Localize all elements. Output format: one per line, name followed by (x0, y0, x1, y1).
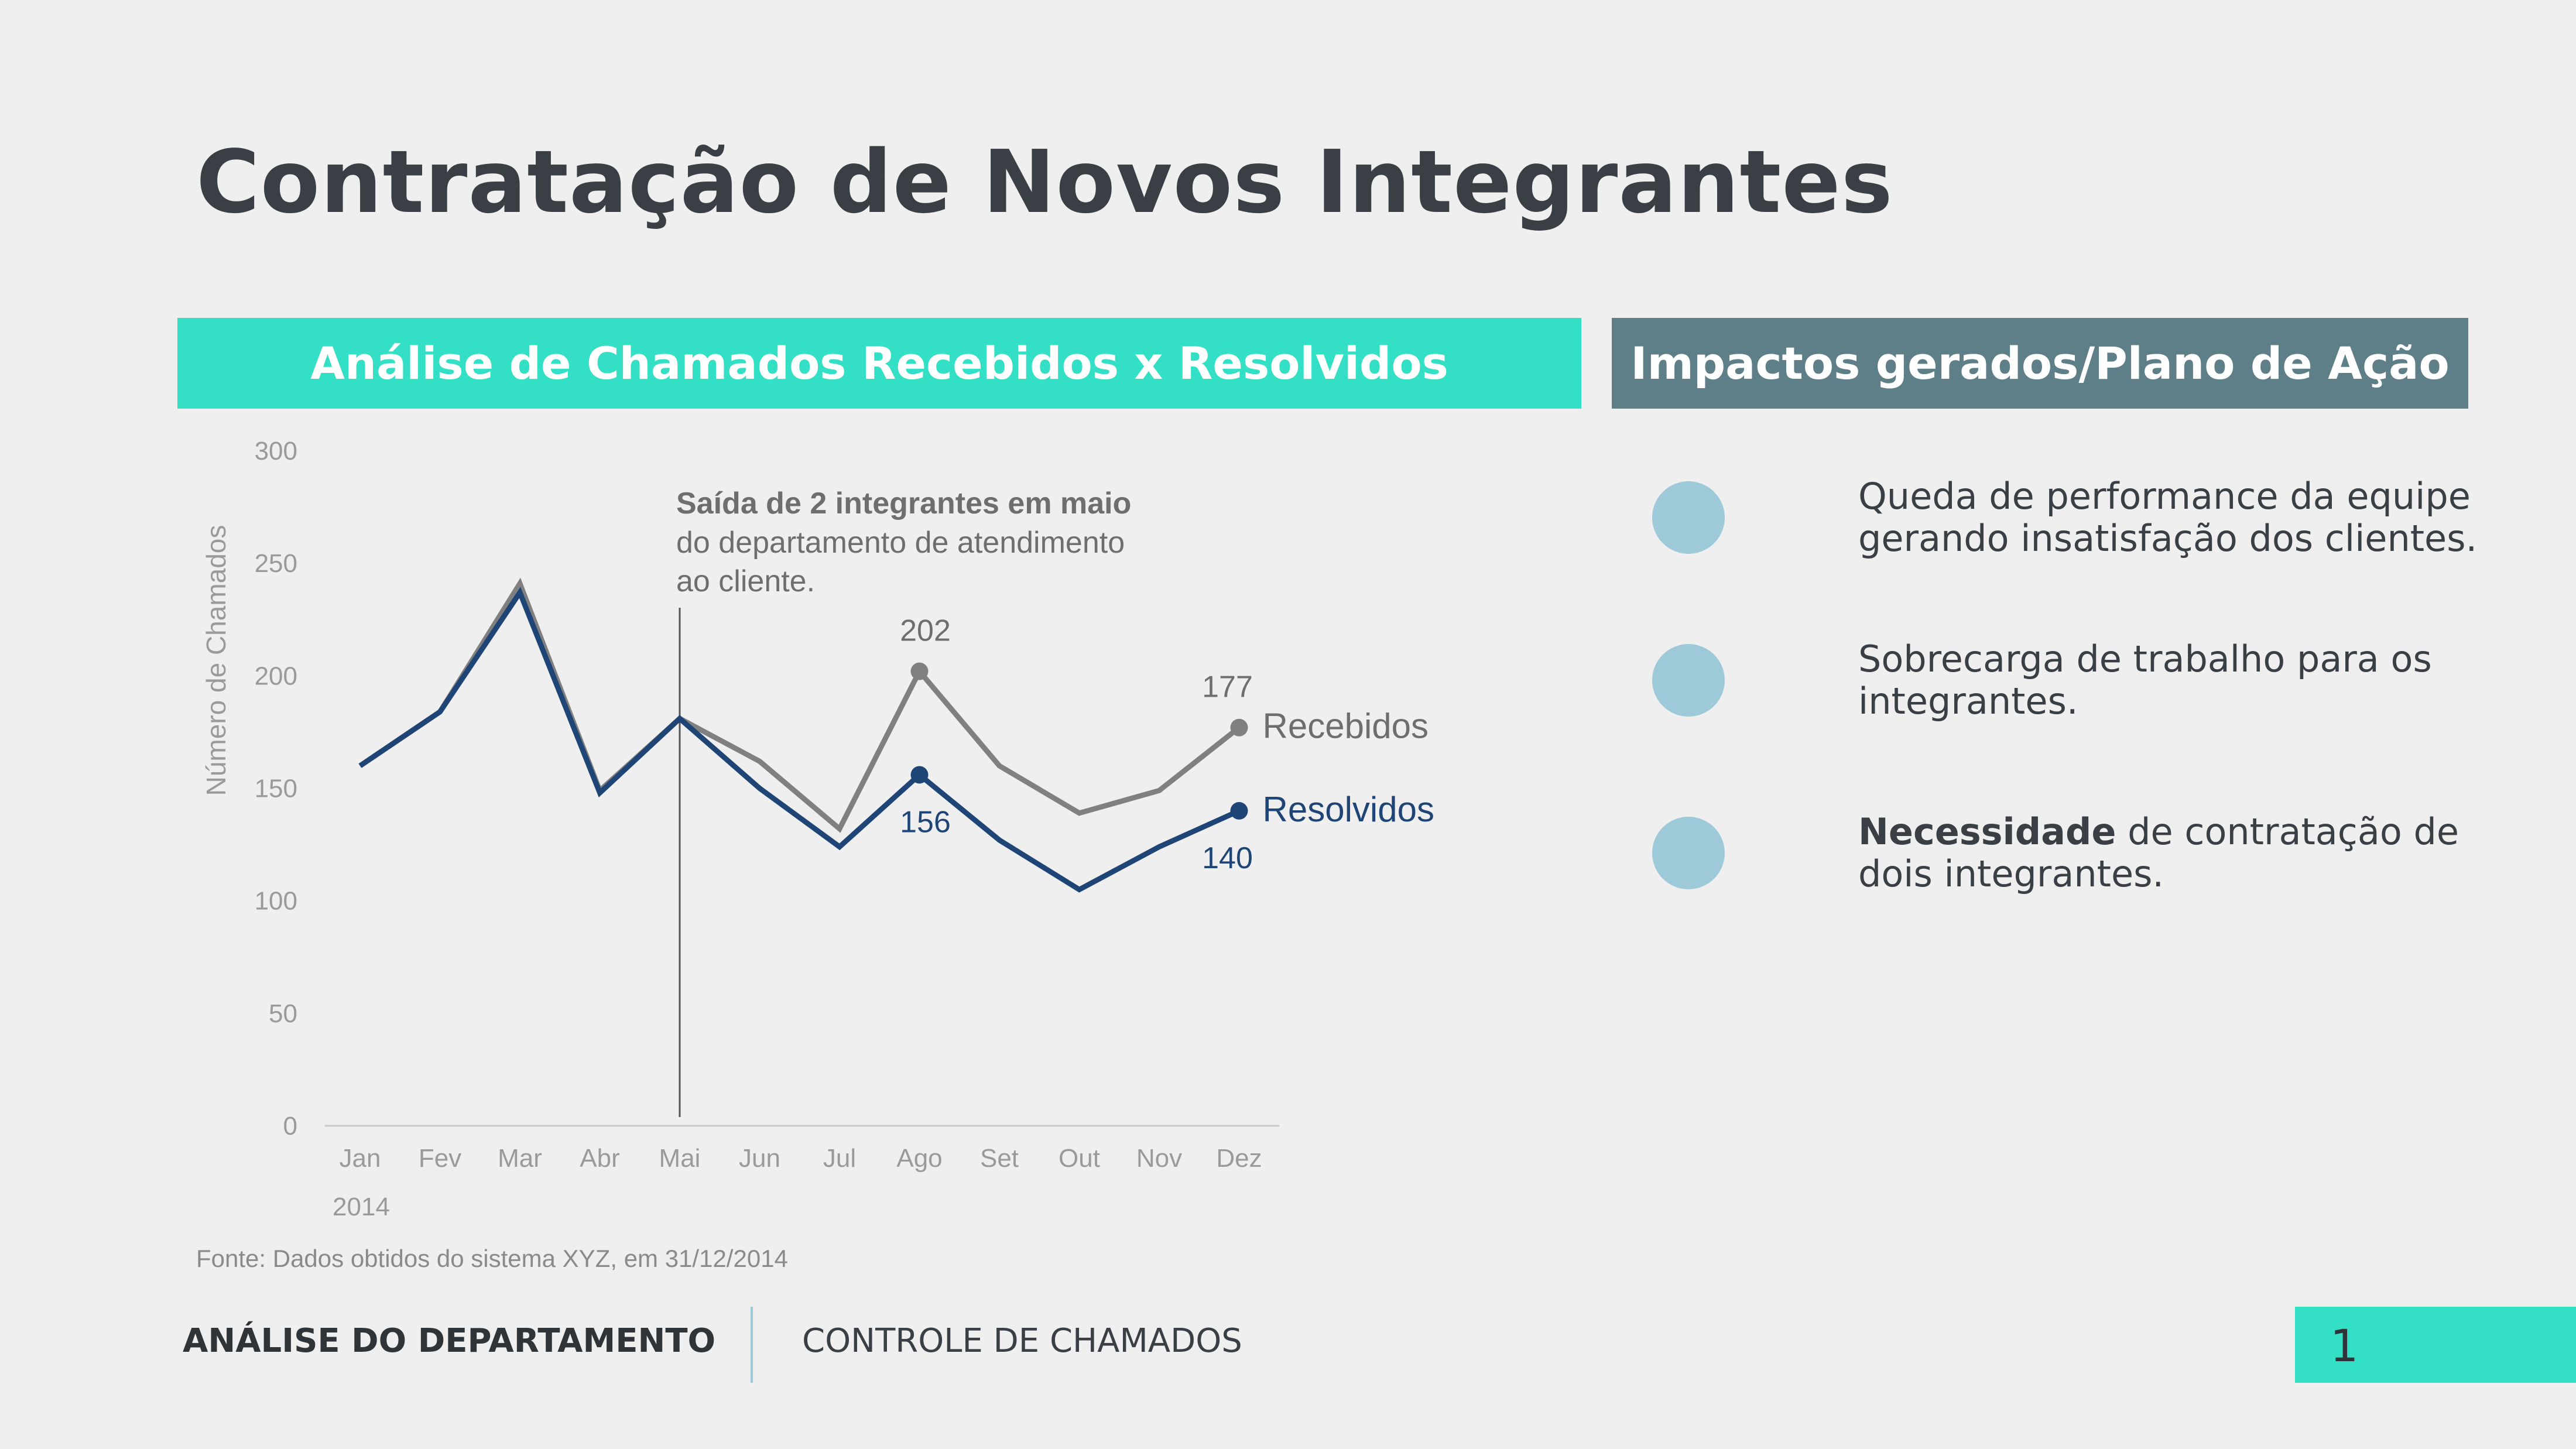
impact-item-1: Queda de performance da equipe gerando i… (1652, 475, 2530, 560)
x-tick-label: Dez (1216, 1144, 1262, 1173)
x-tick-label: Jun (739, 1144, 780, 1173)
data-point-marker (1230, 801, 1248, 820)
data-label: 156 (900, 805, 951, 839)
data-label: 202 (900, 614, 951, 648)
page-number-box: 1 (2295, 1307, 2576, 1383)
chart-section-header-text: Análise de Chamados Recebidos x Resolvid… (310, 337, 1448, 389)
impacts-section-header-text: Impactos gerados/Plano de Ação (1630, 337, 2450, 389)
slide-title: Contratação de Novos Integrantes (196, 132, 1893, 232)
annotation-text-line: ao cliente. (676, 564, 815, 598)
data-point-marker (1230, 718, 1248, 737)
x-tick-label: Set (980, 1144, 1019, 1173)
impact-item-text: Sobrecarga de trabalho para os integrant… (1858, 638, 2432, 722)
chart-section-header: Análise de Chamados Recebidos x Resolvid… (177, 318, 1581, 409)
y-tick-label: 250 (255, 549, 297, 578)
y-tick-label: 100 (255, 887, 297, 916)
chart-source-note: Fonte: Dados obtidos do sistema XYZ, em … (196, 1245, 788, 1272)
y-tick-label: 300 (255, 437, 297, 465)
impacts-section-header: Impactos gerados/Plano de Ação (1612, 318, 2468, 409)
impact-item-text: Necessidade de contratação de dois integ… (1858, 810, 2459, 895)
annotation-title: Saída de 2 integrantes em maio (676, 487, 1131, 520)
x-year-label: 2014 (333, 1193, 390, 1221)
y-axis-label: Número de Chamados (201, 525, 231, 796)
bullet-circle-icon (1652, 481, 1725, 554)
y-tick-label: 200 (255, 662, 297, 690)
series-line-resolvidos (358, 587, 1241, 893)
series-name-label: Recebidos (1263, 707, 1429, 746)
bullet-circle-icon (1652, 817, 1725, 889)
bullet-circle-icon (1652, 644, 1725, 717)
footer-section-label: ANÁLISE DO DEPARTAMENTO (183, 1322, 716, 1360)
data-point-marker (910, 766, 929, 784)
x-tick-label: Out (1059, 1144, 1100, 1173)
x-tick-label: Fev (419, 1144, 461, 1173)
x-tick-label: Abr (580, 1144, 619, 1173)
annotation-text-line: do departamento de atendimento (676, 526, 1125, 560)
series-name-label: Resolvidos (1263, 790, 1434, 829)
data-label: 140 (1202, 841, 1253, 875)
x-tick-label: Nov (1136, 1144, 1182, 1173)
footer-subsection-label: CONTROLE DE CHAMADOS (802, 1322, 1242, 1360)
data-point-marker (910, 662, 929, 680)
data-label: 177 (1202, 670, 1253, 704)
x-tick-label: Ago (896, 1144, 942, 1173)
x-tick-label: Mar (498, 1144, 542, 1173)
series-line-recebidos (358, 577, 1241, 833)
impact-item-3: Necessidade de contratação de dois integ… (1652, 811, 2530, 895)
footer-divider (751, 1307, 753, 1383)
x-tick-label: Mai (659, 1144, 701, 1173)
y-tick-label: 0 (283, 1112, 297, 1140)
y-tick-label: 50 (269, 999, 297, 1028)
page-number: 1 (2330, 1320, 2359, 1372)
impact-item-2: Sobrecarga de trabalho para os integrant… (1652, 638, 2530, 722)
x-tick-label: Jul (823, 1144, 856, 1173)
y-tick-label: 150 (255, 775, 297, 803)
line-chart: 0 50 100 150 200 250 300 Número de Chamados Jan… (201, 437, 1434, 1221)
impact-item-text: Queda de performance da equipe gerando i… (1858, 475, 2478, 560)
x-tick-label: Jan (340, 1144, 381, 1173)
